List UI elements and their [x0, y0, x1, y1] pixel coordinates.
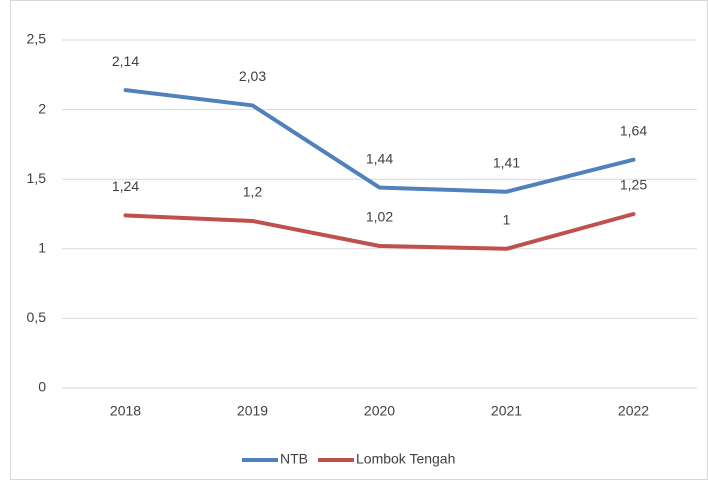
- data-label: 1,02: [366, 209, 393, 225]
- data-label: 1: [503, 212, 511, 228]
- x-tick-label: 2019: [237, 403, 268, 419]
- data-label: 1,2: [243, 184, 263, 200]
- y-tick-label: 1,5: [27, 170, 47, 186]
- data-label: 1,24: [112, 178, 139, 194]
- data-label: 1,25: [620, 177, 647, 193]
- legend-label: Lombok Tengah: [356, 451, 455, 467]
- data-label: 2,14: [112, 53, 139, 69]
- data-label: 1,64: [620, 122, 647, 138]
- data-label: 2,03: [239, 68, 266, 84]
- series-line: [123, 212, 636, 251]
- x-tick-label: 2018: [110, 403, 141, 419]
- y-tick-label: 1: [38, 240, 46, 256]
- x-tick-label: 2020: [364, 403, 395, 419]
- y-tick-label: 0: [38, 379, 46, 395]
- y-tick-label: 2: [38, 100, 46, 116]
- x-tick-label: 2022: [618, 403, 649, 419]
- series-line: [123, 88, 636, 194]
- legend-label: NTB: [280, 451, 308, 467]
- x-tick-label: 2021: [491, 403, 522, 419]
- data-label: 1,41: [493, 154, 520, 170]
- data-label: 1,44: [366, 150, 393, 166]
- y-tick-label: 0,5: [27, 309, 47, 325]
- y-tick-label: 2,5: [27, 31, 47, 47]
